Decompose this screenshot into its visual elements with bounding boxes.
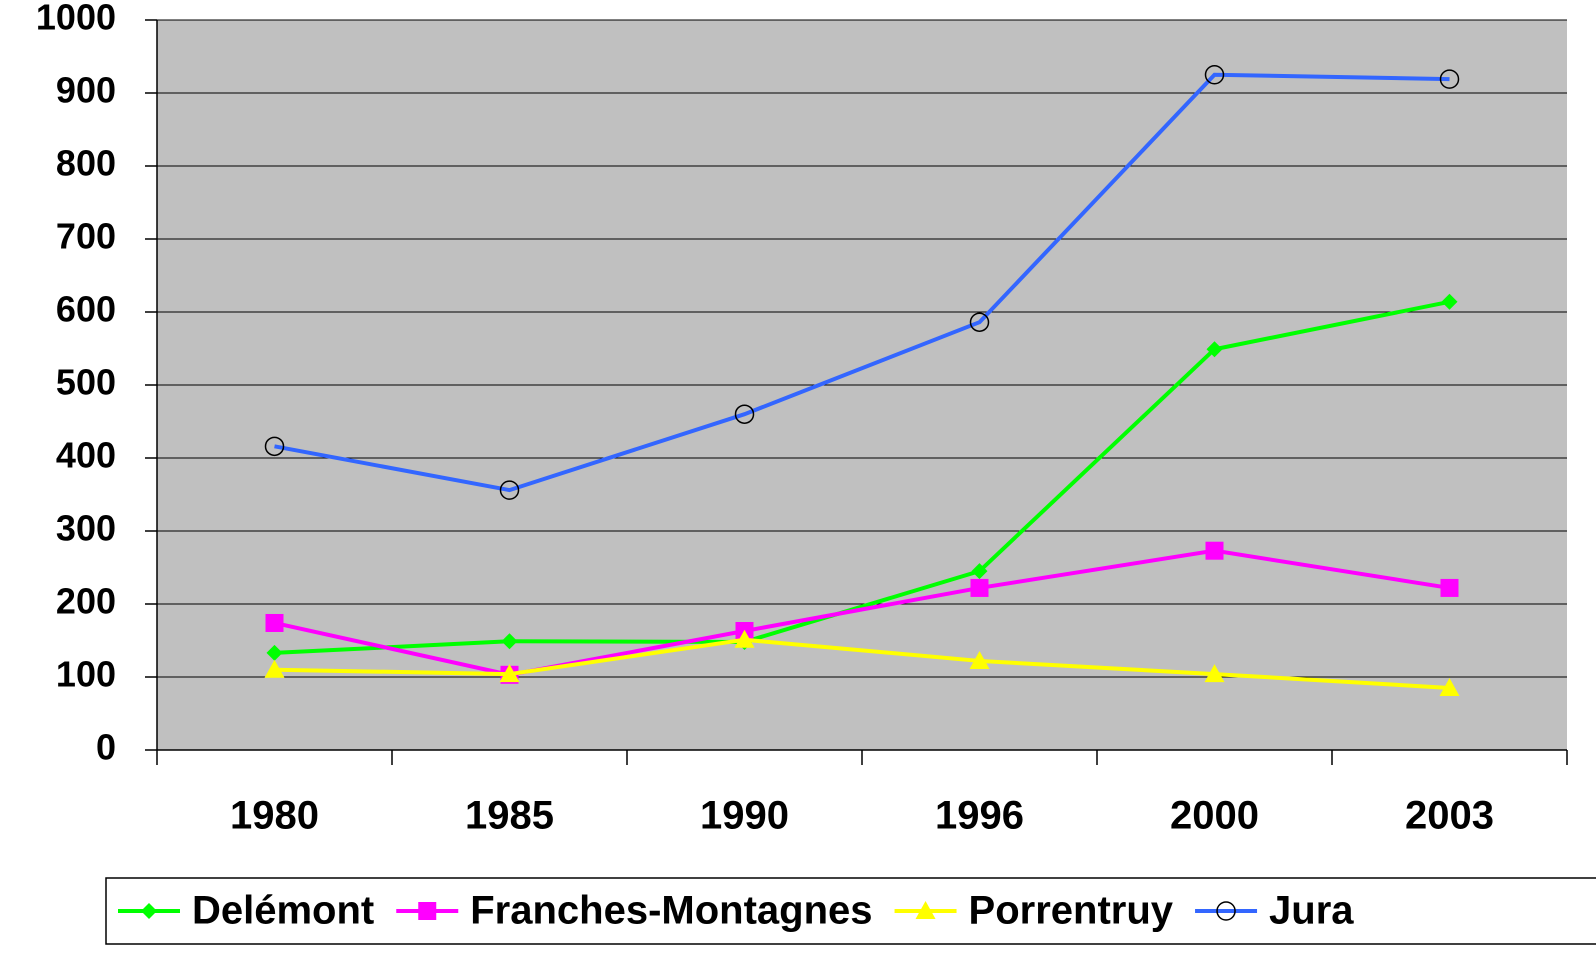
x-tick-label: 1990 — [700, 794, 789, 838]
marker — [969, 650, 990, 669]
marker — [499, 480, 520, 500]
x-tick-label: 1985 — [465, 794, 554, 838]
marker — [501, 633, 518, 650]
legend-box — [105, 877, 1596, 945]
legend-label: Franches-Montagnes — [470, 889, 872, 933]
y-tick-label: 800 — [56, 143, 116, 184]
legend-item: Jura — [1195, 889, 1354, 933]
series-line — [274, 637, 1450, 690]
marker — [266, 644, 283, 661]
y-tick-label: 100 — [56, 654, 116, 695]
y-tick-label: 500 — [56, 362, 116, 403]
y-tick-label: 200 — [56, 581, 116, 622]
marker — [1204, 65, 1225, 85]
series-line — [274, 299, 1450, 655]
marker — [970, 578, 989, 597]
marker — [969, 312, 990, 332]
marker — [499, 664, 520, 683]
x-tick-label: 2003 — [1405, 794, 1494, 838]
y-tick-label: 600 — [56, 289, 116, 330]
series-line — [274, 548, 1450, 677]
y-tick-label: 400 — [56, 435, 116, 476]
marker — [264, 436, 285, 457]
marker — [1206, 341, 1223, 358]
marker — [1441, 293, 1458, 310]
x-tick-label: 2000 — [1170, 794, 1259, 838]
marker — [915, 901, 936, 919]
legend-label: Delémont — [192, 889, 374, 933]
marker — [1204, 664, 1225, 683]
marker — [418, 902, 437, 920]
marker — [971, 563, 988, 580]
y-tick-label: 700 — [56, 216, 116, 257]
marker — [265, 613, 284, 632]
marker — [141, 903, 157, 919]
marker — [1439, 69, 1460, 89]
legend-label: Porrentruy — [969, 889, 1174, 933]
legend-label: Jura — [1269, 889, 1354, 933]
y-tick-label: 300 — [56, 508, 116, 549]
marker — [264, 659, 285, 678]
x-tick-label: 1980 — [230, 794, 319, 838]
legend-item: Franches-Montagnes — [396, 889, 873, 933]
legend-item: Porrentruy — [894, 889, 1174, 933]
series-line — [274, 72, 1450, 493]
legend-item: Delémont — [118, 889, 374, 933]
marker — [1205, 541, 1224, 560]
x-tick-label: 1996 — [935, 794, 1024, 838]
marker — [1216, 901, 1236, 921]
marker — [734, 629, 755, 648]
y-tick-label: 1000 — [36, 0, 116, 38]
marker — [1440, 578, 1459, 597]
y-tick-label: 900 — [56, 70, 116, 111]
marker — [734, 404, 755, 424]
y-tick-label: 0 — [96, 727, 116, 768]
marker — [1439, 677, 1460, 696]
